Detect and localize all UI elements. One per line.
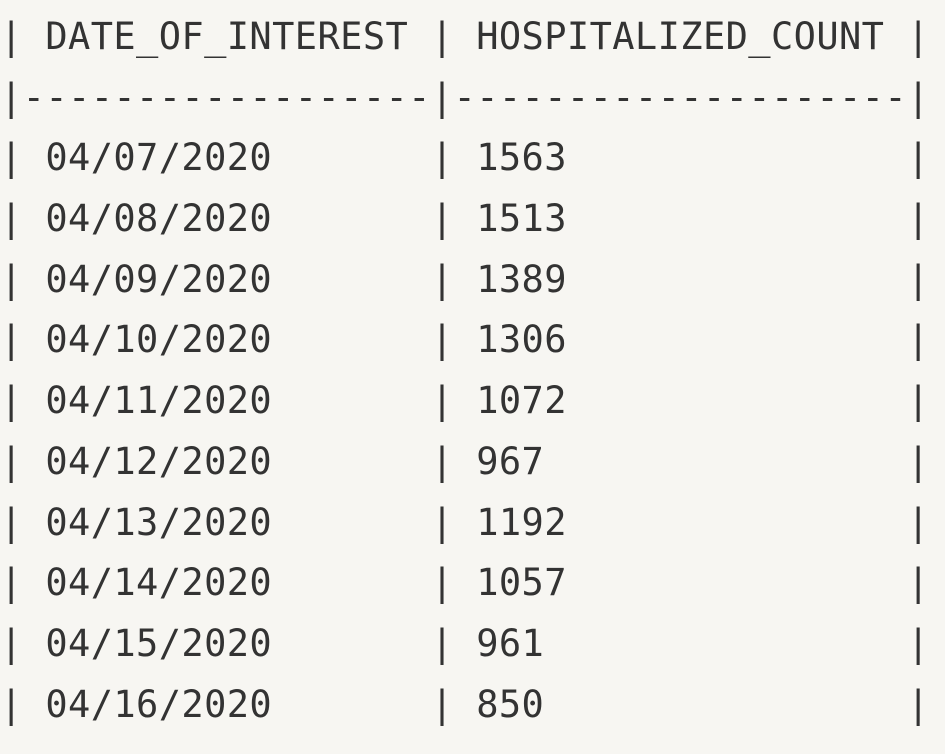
table-row: | 04/10/2020 | 1306 | [0, 318, 930, 362]
table-row: | 04/12/2020 | 967 | [0, 439, 930, 483]
table-row: | 04/11/2020 | 1072 | [0, 379, 930, 423]
table-row: | 04/08/2020 | 1513 | [0, 197, 930, 241]
table-row: | 04/15/2020 | 961 | [0, 621, 930, 665]
table-row: | 04/07/2020 | 1563 | [0, 136, 930, 180]
table-row: | 04/16/2020 | 850 | [0, 682, 930, 726]
table-header-row: | DATE_OF_INTEREST | HOSPITALIZED_COUNT … [0, 15, 930, 58]
table-row: | 04/13/2020 | 1192 | [0, 500, 930, 544]
table-separator-row: |------------------|--------------------… [0, 75, 930, 119]
table-row: | 04/14/2020 | 1057 | [0, 561, 930, 605]
table-row: | 04/09/2020 | 1389 | [0, 257, 930, 301]
markdown-table: | DATE_OF_INTEREST | HOSPITALIZED_COUNT … [0, 7, 945, 735]
